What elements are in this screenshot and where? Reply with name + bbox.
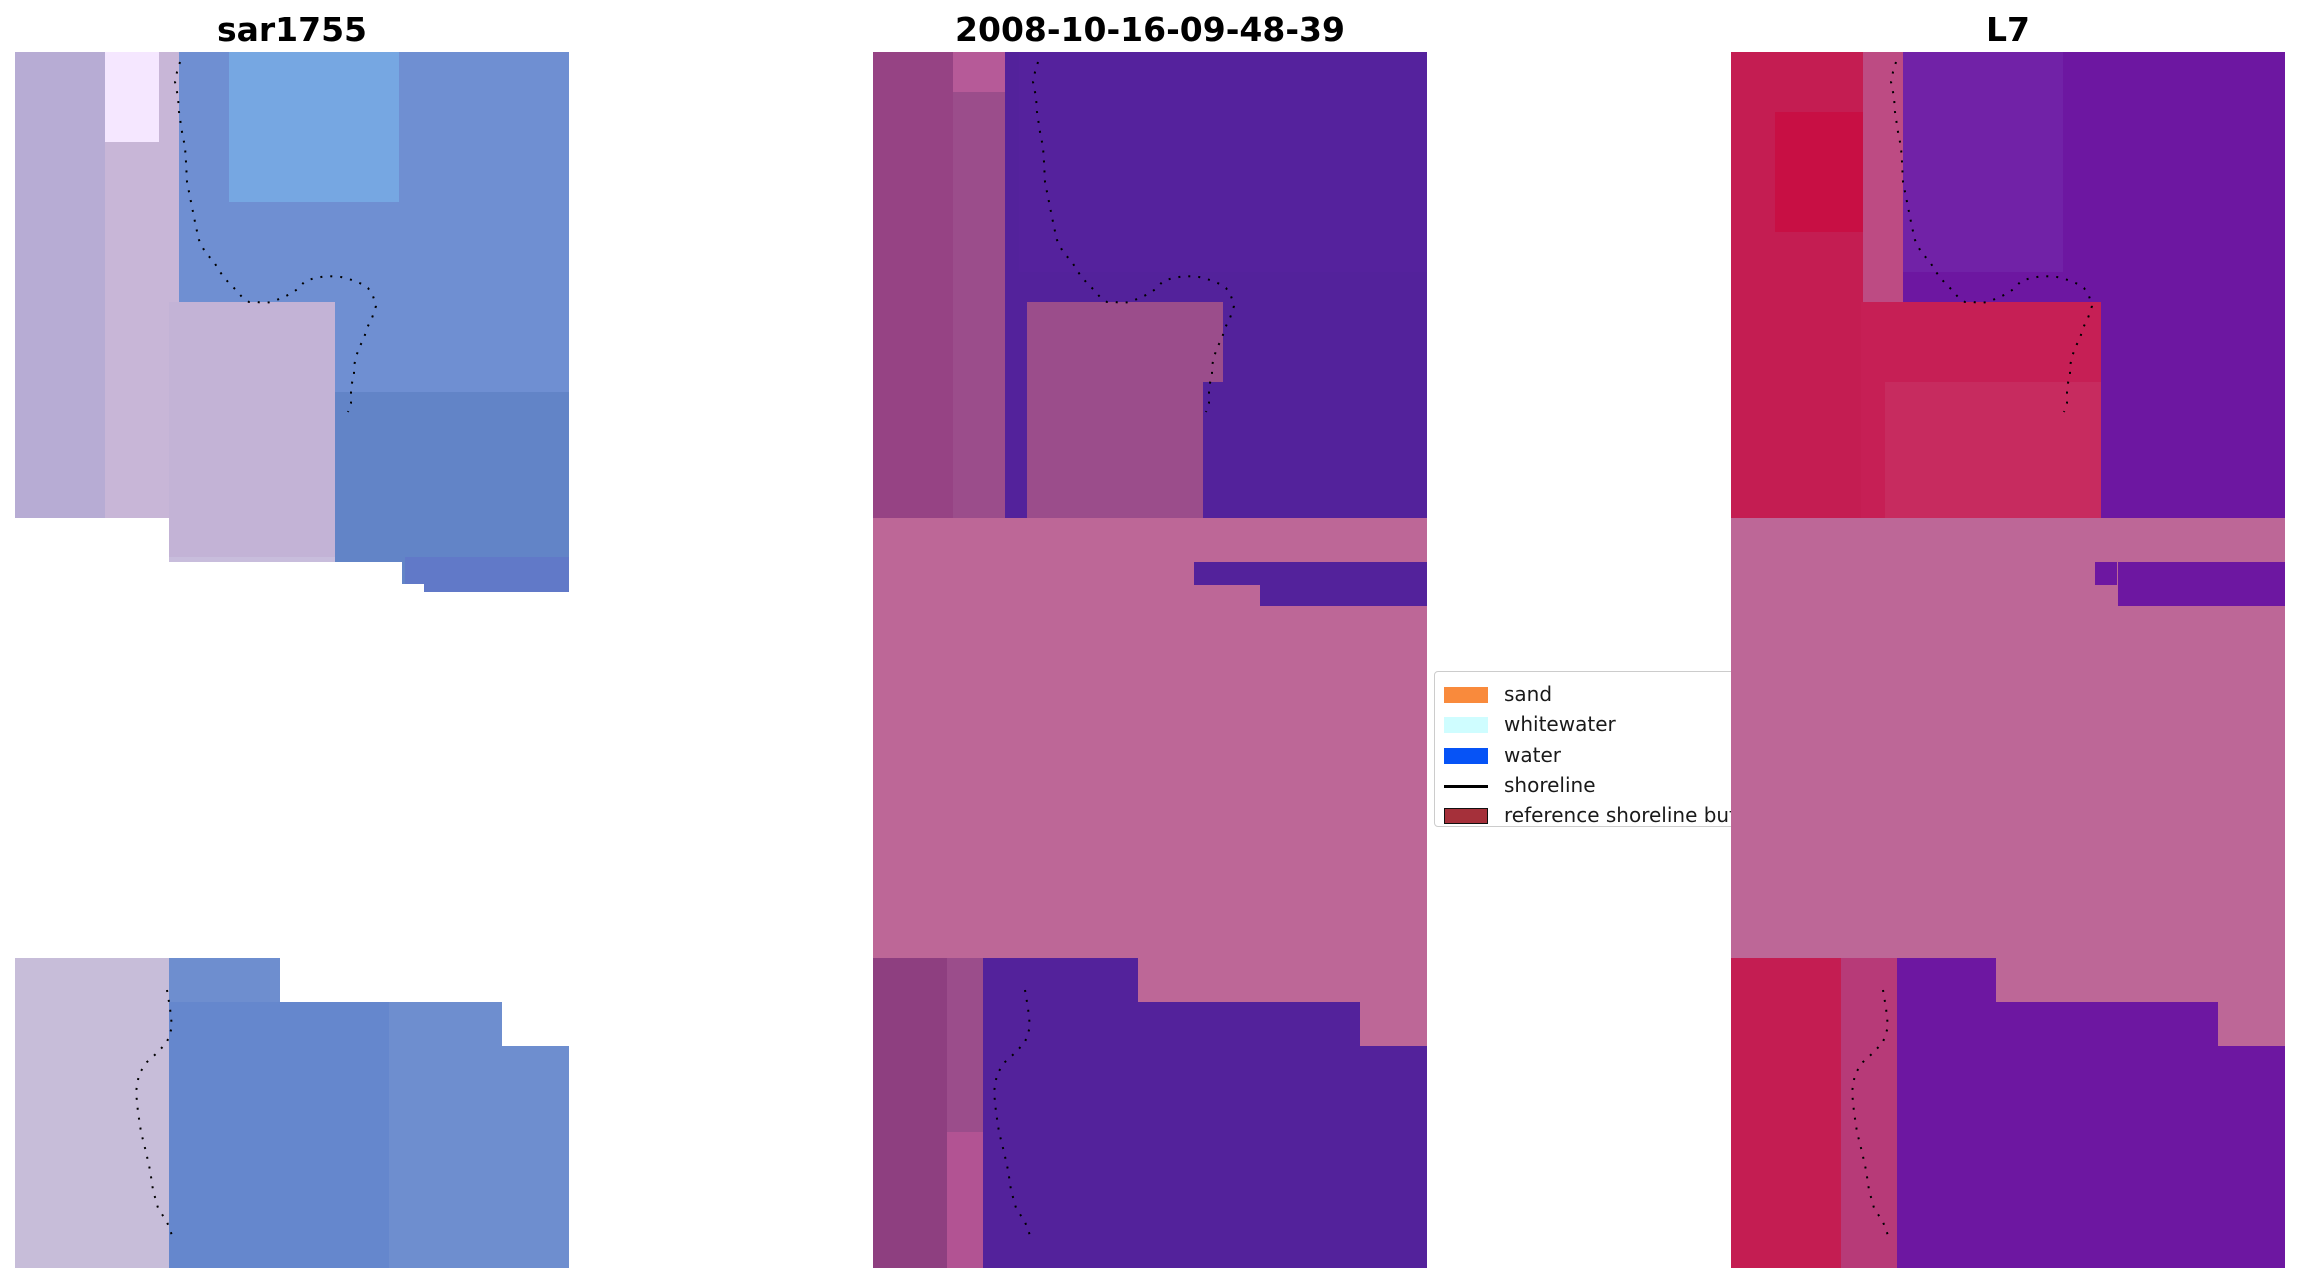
legend-item-shoreline: shoreline [1444, 771, 1773, 801]
center-top-sandbar [1027, 302, 1223, 528]
legend-water-label: water [1504, 742, 1561, 767]
right-bottom-buffer-2 [2218, 1002, 2285, 1046]
center-bottom-buffer-1 [1138, 958, 1427, 1002]
center-bottom-land-2 [873, 958, 947, 1268]
left-bottom-white-gap-2 [502, 1002, 569, 1046]
legend-item-whitewater: whitewater [1444, 710, 1773, 740]
left-top-white-gap-1 [15, 518, 169, 605]
center-middle-water-patch-1 [1194, 562, 1260, 585]
right-top-water-2 [1903, 52, 2063, 272]
legend-item-water: water [1444, 741, 1773, 771]
right-top-land-bright [1775, 112, 1863, 232]
left-top-white-gap-4 [402, 584, 424, 605]
legend-box: sand whitewater water shoreline referenc… [1434, 671, 1782, 827]
left-bottom-land-fill [15, 958, 169, 1268]
legend-sand-swatch [1444, 687, 1488, 704]
center-shoreline [1031, 61, 1236, 413]
left-top-white-gap-3 [169, 562, 402, 605]
center-middle-water-patch-2 [1260, 562, 1427, 606]
legend-item-reference-shoreline-buffer: reference shoreline buffer [1444, 801, 1773, 831]
left-shoreline [173, 61, 378, 413]
right-image-panel [1731, 52, 2285, 1268]
left-image-panel [15, 52, 569, 1268]
legend-shoreline-line [1444, 784, 1488, 788]
left-bottom-white-gap-1 [280, 958, 569, 1002]
center-bottom-buffer-2 [1360, 1002, 1427, 1046]
center-middle-buffer-2 [1027, 562, 1427, 1002]
center-image-panel [873, 52, 1427, 1268]
left-top-sandbar [169, 302, 335, 557]
left-top-white-gap-2 [15, 605, 569, 1002]
left-bottom-water-fill-2 [169, 1002, 389, 1268]
right-bottom-land-strip [1841, 958, 1897, 1268]
left-top-water-bright [229, 52, 399, 202]
center-panel-title: 2008-10-16-09-48-39 [955, 10, 1345, 49]
right-shoreline [1889, 61, 2094, 413]
legend-item-sand: sand [1444, 680, 1773, 710]
right-panel-title: L7 [1986, 10, 2030, 49]
left-top-land-fill-2 [15, 52, 105, 518]
center-image-svg [873, 52, 1427, 1268]
left-top-land-fill-3 [105, 52, 159, 142]
legend-reference-shoreline-buffer-label: reference shoreline buffer [1504, 803, 1764, 828]
right-middle-buffer-2 [1885, 562, 2285, 1002]
right-middle-water-patch-2 [2118, 562, 2285, 606]
right-middle-water-patch-1 [2095, 562, 2117, 585]
legend-shoreline-label: shoreline [1504, 773, 1596, 798]
legend-sand-label: sand [1504, 682, 1553, 707]
center-top-land-3 [953, 52, 1013, 92]
right-bottom-buffer-1 [1996, 958, 2285, 1002]
center-bottom-land-3 [947, 1132, 987, 1268]
center-top-land-2 [873, 52, 953, 518]
legend-water-swatch [1444, 747, 1488, 764]
left-image-svg [15, 52, 569, 1268]
center-top-water-2 [1019, 52, 1427, 272]
legend-whitewater-label: whitewater [1504, 712, 1616, 737]
left-top-white-gap-5 [424, 592, 569, 605]
legend-whitewater-swatch [1444, 717, 1488, 734]
right-image-svg [1731, 52, 2285, 1268]
left-panel-title: sar1755 [216, 10, 368, 49]
center-bottom-water [983, 958, 1427, 1268]
legend-reference-shoreline-buffer-swatch [1444, 808, 1488, 825]
